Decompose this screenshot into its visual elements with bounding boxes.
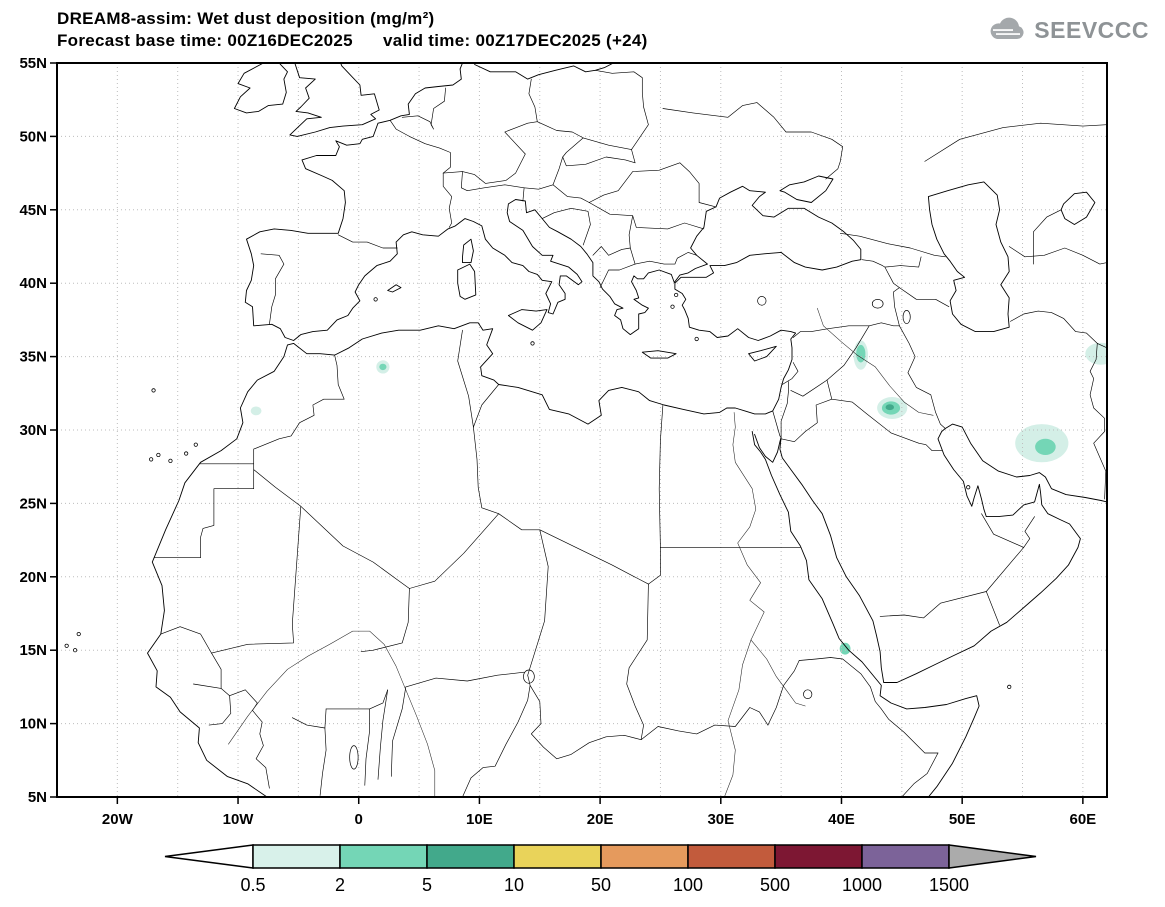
x-axis-label: 10W [223,811,255,828]
colorbar-label: 500 [760,875,790,895]
colorbar-segment [426,844,515,869]
x-axis-label: 0 [355,811,363,828]
colorbar-segment [774,844,863,869]
y-axis-label: 15N [19,642,47,659]
grid-lines [57,63,1107,797]
colorbar-segment [513,844,602,869]
y-axis-label: 5N [28,789,47,806]
y-axis-label: 25N [19,495,47,512]
y-axis-label: 55N [19,55,47,72]
x-axis-label: 10E [466,811,493,828]
chart-header: DREAM8-assim: Wet dust deposition (mg/m²… [57,8,648,52]
y-axis-label: 45N [19,202,47,219]
cloud-icon [990,17,1024,40]
y-axis-label: 10N [19,716,47,733]
dust-patch-northeast-iran [1085,342,1107,365]
colorbar-label: 50 [591,875,611,895]
colorbar-label: 5 [422,875,432,895]
colorbar-label: 10 [504,875,524,895]
y-axis-label: 50N [19,128,47,145]
x-axis-label: 30E [707,811,734,828]
y-axis-label: 40N [19,275,47,292]
axis-labels: 20W 10W 0 10E 20E 30E 40E 50E 60E 55N 50N 45N 40N 35N… [19,55,1096,828]
logo-text: SEEVCCC [1034,16,1149,43]
coastlines-and-borders [64,63,1107,797]
y-axis-label: 20N [19,569,47,586]
colorbar-label: 2 [335,875,345,895]
dust-patch-morocco [250,406,262,416]
x-axis-label: 60E [1070,811,1097,828]
deposition-patches [250,340,1107,655]
colorbar-segment [339,844,428,869]
colorbar-arrow-left [164,844,254,869]
x-axis-label: 40E [828,811,855,828]
chart-title: DREAM8-assim: Wet dust deposition (mg/m²… [57,9,435,28]
dust-patch-south-iraq [885,404,894,411]
x-axis-label: 20W [102,811,134,828]
colorbar-segment [600,844,689,869]
colorbar-label: 1500 [929,875,969,895]
y-axis-label: 30N [19,422,47,439]
x-axis-label: 50E [949,811,976,828]
chart-subtitle: Forecast base time: 00Z16DEC2025 valid t… [57,31,648,50]
dust-patch-north-iraq-syria [856,344,866,363]
colorbar-segment [252,844,341,869]
seevccc-logo: SEEVCCC [986,16,1149,44]
colorbar-segment [861,844,950,869]
dust-patch-red-sea-coast [839,642,851,655]
dust-patch-algeria [379,363,387,371]
colorbar-label: 0.5 [240,875,265,895]
y-axis-label: 35N [19,349,47,366]
dust-patch-southeast-iran [1035,438,1056,455]
colorbar-label: 1000 [842,875,882,895]
colorbar-label: 100 [673,875,703,895]
colorbar-arrow-right [948,844,1037,869]
x-axis-label: 20E [587,811,614,828]
colorbar: 0.5 2 5 10 50 100 500 1000 1500 [164,844,1037,895]
colorbar-segment [687,844,776,869]
